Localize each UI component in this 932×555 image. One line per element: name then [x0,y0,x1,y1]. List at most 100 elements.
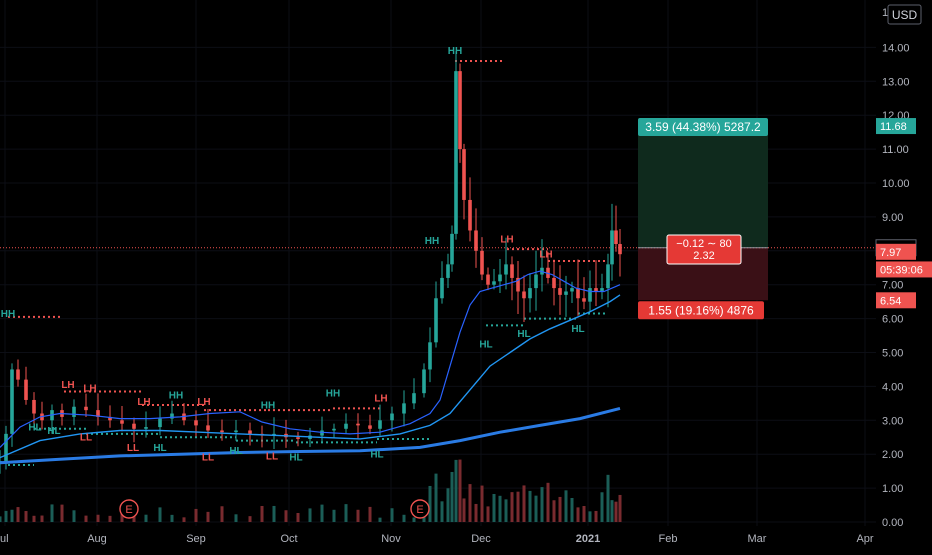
long-position-tool[interactable]: 3.59 (44.38%) 5287.2 −0.12 ∼ 802.32 1.55 (… [0,118,876,320]
time-axis[interactable]: ul Aug Sep Oct Nov Dec 2021 Feb Mar Apr [0,526,932,550]
stop-label[interactable]: 1.55 (19.16%) 4876 [638,301,764,320]
x-tick-label: Feb [659,533,678,545]
pivot-marker: HL [370,450,383,461]
candle [434,298,438,343]
price-axis-label: 6.54 [880,295,901,307]
candle [296,437,300,439]
y-tick-label: 9.00 [882,212,903,224]
candle [458,71,462,150]
candle [606,264,610,289]
moving-averages [0,270,621,465]
ma-slow [0,406,621,465]
x-tick-label: ul [0,533,9,545]
pivot-marker: LH [61,380,74,391]
candle [582,298,586,302]
y-tick-label: 1.00 [882,483,903,495]
y-tick-label: 2.00 [882,449,903,461]
price-axis-label: 7.97 [880,247,901,259]
candle [4,433,8,461]
candle [132,423,136,429]
candle [220,430,224,433]
pivot-marker: HH [169,390,183,401]
earnings-marker[interactable]: E [119,499,139,519]
pivot-marker: LH [374,394,387,405]
y-tick-label: 4.00 [882,381,903,393]
y-tick-label: 5.00 [882,348,903,360]
y-tick-label: 1 [882,7,888,19]
pivot-marker: LH [83,383,96,394]
candle [468,199,472,231]
candle [16,369,20,380]
pivot-markers: HH LH LH HL HL LL LL LH HH LH HL LL HL HH LL HL HH LH HL HH… [1,46,585,463]
candle [474,230,478,251]
pivot-marker: HL [571,324,584,335]
pivot-marker: HL [229,446,242,457]
y-tick-label: 10.00 [882,178,910,190]
pivot-marker: HH [326,389,340,400]
candle [332,428,336,431]
target-label[interactable]: 3.59 (44.38%) 5287.2 [638,118,768,137]
candle [510,264,514,278]
pivot-marker: HH [261,400,275,411]
candle [552,277,556,289]
candle [480,250,484,275]
candle [516,277,520,292]
pivot-marker: HH [448,46,462,57]
pivot-marker: HL [479,339,492,350]
target-zone[interactable] [638,126,768,248]
x-tick-label: Mar [748,533,767,545]
price-axis-label: 11.68 [880,121,907,133]
ma-fast [0,270,621,448]
candle [412,393,416,404]
candle [120,420,124,424]
candle [610,230,614,265]
y-tick-label: 3.00 [882,415,903,427]
candle [170,413,174,419]
currency-badge[interactable]: USD [887,4,922,25]
candle [356,423,360,426]
pivot-marker: HL [28,422,41,433]
candle [108,416,112,421]
currency-label: USD [892,8,918,22]
pivot-marker: LH [500,234,513,245]
pivot-marker: LH [197,397,210,408]
candle [378,420,382,429]
x-tick-label: Apr [856,533,873,545]
price-axis[interactable]: 0.001.002.003.004.005.006.007.008.009.00… [875,0,932,529]
volume-bars [0,459,622,522]
candle [10,369,14,434]
candle [534,274,538,289]
x-tick-label: Oct [280,533,297,545]
svg-text:1.55 (19.16%) 4876: 1.55 (19.16%) 4876 [648,303,754,317]
ma-medium [0,294,621,459]
pivot-marker: LL [127,443,139,454]
earnings-marker[interactable]: E [410,499,430,519]
svg-text:E: E [416,504,423,516]
pivot-marker: HL [289,452,302,463]
pivot-marker: LL [80,433,92,444]
candle [24,379,28,400]
candle [440,277,444,299]
candle [450,233,454,265]
pivot-marker: HL [517,329,530,340]
candle [588,288,592,302]
candle [72,406,76,417]
candle [576,288,580,299]
pivot-marker: LH [539,250,552,261]
position-center-label[interactable]: −0.12 ∼ 802.32 [666,234,742,265]
candle [96,410,100,417]
candle [206,425,210,431]
candle [32,399,36,414]
candle [454,71,458,234]
pivot-levels [8,59,608,467]
candle [600,288,604,292]
candle [614,230,618,245]
candle [446,264,450,278]
pivot-marker: LH [137,397,150,408]
x-tick-label: Aug [87,533,107,545]
candle [344,423,348,429]
candle [390,413,394,421]
